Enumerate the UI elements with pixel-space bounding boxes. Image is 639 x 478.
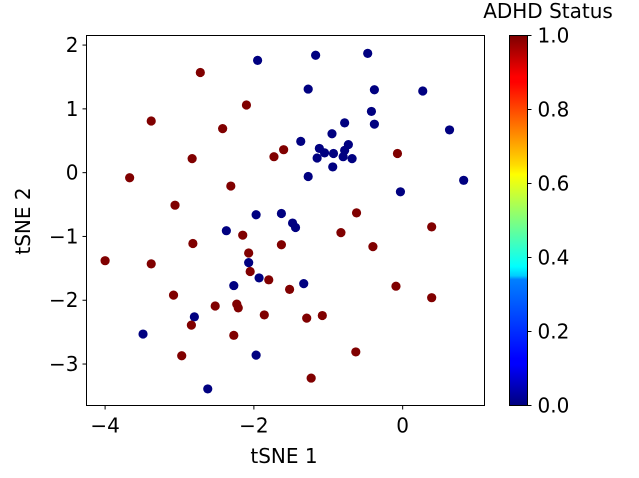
data-point (363, 48, 373, 58)
data-point (351, 208, 362, 218)
data-point (210, 301, 220, 311)
data-point (327, 129, 337, 139)
data-point (254, 273, 264, 283)
colorbar-label: ADHD Status (483, 0, 613, 23)
data-point (229, 330, 239, 340)
data-point (392, 148, 403, 159)
data-point (336, 228, 346, 238)
colorbar-gradient (509, 36, 528, 405)
data-point (203, 384, 213, 394)
data-point (317, 310, 327, 321)
data-point (328, 148, 339, 159)
colorbar-tick-label: 0.0 (538, 394, 570, 418)
data-point (229, 280, 239, 291)
y-tick-label: 0 (66, 161, 79, 185)
data-point (290, 222, 301, 233)
data-point (218, 124, 228, 134)
data-point (245, 266, 255, 277)
y-tick-label: −1 (49, 224, 78, 248)
data-point (244, 248, 254, 258)
y-axis-label: tSNE 2 (11, 187, 35, 254)
data-point (303, 84, 313, 94)
data-point (238, 230, 248, 240)
data-point (338, 152, 348, 162)
data-point (306, 373, 316, 383)
data-point (395, 187, 406, 197)
data-point (444, 125, 455, 135)
data-point (459, 175, 469, 185)
data-point (189, 312, 199, 322)
scatter-points (100, 48, 469, 394)
data-point (253, 55, 263, 65)
colorbar-tick-label: 0.6 (538, 172, 570, 196)
y-tick-label: −3 (49, 352, 78, 376)
x-axis-ticks: −4 −2 0 (90, 405, 409, 438)
data-point (226, 181, 236, 191)
data-point (125, 173, 135, 183)
data-point (427, 293, 437, 303)
data-point (319, 148, 330, 158)
data-point (311, 50, 321, 60)
data-point (177, 351, 187, 361)
data-point (233, 303, 243, 313)
data-point (251, 350, 261, 360)
data-point (296, 136, 306, 146)
data-point (368, 242, 378, 252)
y-tick-label: −2 (49, 288, 78, 312)
y-tick-label: 2 (66, 33, 79, 57)
colorbar-tick-label: 1.0 (538, 24, 570, 48)
data-point (351, 347, 361, 357)
data-point (366, 106, 377, 117)
colorbar-ticks: 0.0 0.2 0.4 0.6 0.8 1.0 (527, 24, 570, 418)
data-point (328, 162, 338, 172)
data-point (188, 238, 198, 249)
data-point (251, 210, 261, 220)
plot-frame (86, 35, 485, 406)
x-tick-label: −4 (90, 414, 119, 438)
data-point (259, 310, 269, 320)
data-point (299, 279, 309, 289)
data-point (391, 281, 401, 291)
data-point (241, 100, 252, 110)
data-point (276, 208, 287, 219)
data-point (221, 226, 231, 236)
data-point (369, 85, 379, 95)
data-point (284, 284, 295, 294)
data-point (418, 86, 428, 96)
data-point (427, 222, 437, 232)
data-point (186, 320, 196, 330)
data-point (244, 258, 254, 268)
data-point (138, 329, 148, 339)
data-point (146, 259, 156, 269)
data-point (146, 116, 156, 126)
colorbar-tick-label: 0.2 (538, 320, 570, 344)
y-axis-ticks: −3 −2 −1 0 1 2 (49, 33, 87, 376)
data-point (369, 119, 379, 129)
x-tick-label: 0 (396, 414, 409, 438)
data-point (276, 240, 287, 250)
y-tick-label: 1 (66, 97, 79, 121)
data-point (269, 152, 279, 162)
colorbar-tick-label: 0.4 (538, 246, 570, 270)
data-point (187, 154, 197, 164)
data-point (279, 145, 289, 155)
x-tick-label: −2 (239, 414, 268, 438)
data-point (302, 313, 312, 323)
data-point (170, 200, 180, 210)
data-point (347, 154, 357, 164)
data-point (264, 275, 274, 285)
data-point (303, 171, 313, 182)
colorbar-tick-label: 0.8 (538, 98, 570, 122)
colorbar-frame (509, 35, 528, 406)
data-point (340, 118, 350, 128)
data-point (312, 153, 322, 163)
data-point (195, 67, 205, 78)
data-point (168, 290, 179, 300)
data-point (100, 256, 110, 266)
x-axis-label: tSNE 1 (250, 444, 317, 468)
